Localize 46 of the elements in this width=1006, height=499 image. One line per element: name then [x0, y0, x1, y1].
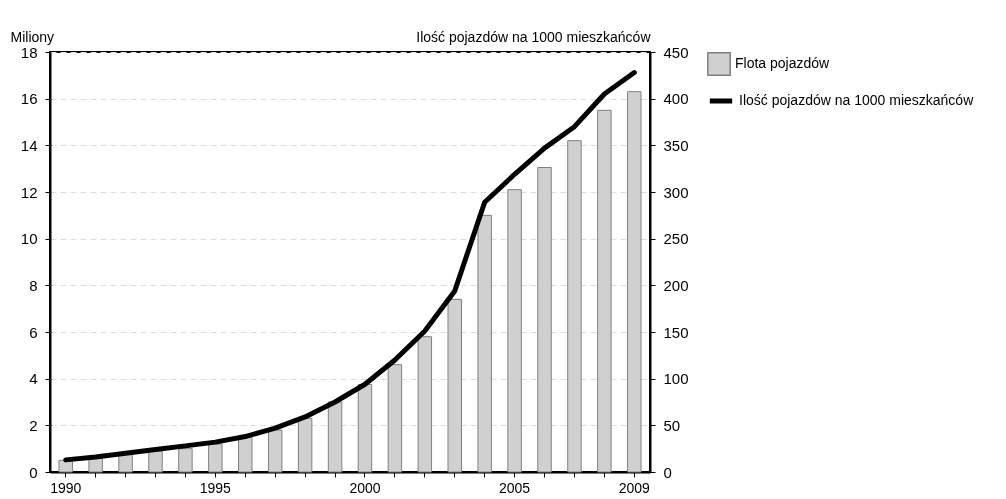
legend-label: Flota pojazdów	[735, 55, 831, 71]
y2-tick-label: 350	[663, 136, 689, 154]
bar	[238, 436, 253, 473]
bar	[178, 448, 193, 473]
y2-tick-label: 200	[663, 276, 689, 294]
y-tick-label: 14	[20, 136, 38, 154]
y-axis-title: Miliony	[10, 28, 55, 45]
legend-label: Ilość pojazdów na 1000 mieszkańców	[739, 92, 975, 108]
bar	[627, 91, 642, 473]
bar	[387, 364, 403, 473]
bar	[208, 443, 223, 473]
y2-tick-label: 150	[663, 323, 689, 341]
bar	[477, 214, 492, 473]
y-tick-label: 0	[29, 463, 38, 481]
bar	[417, 336, 433, 473]
y2-tick-label: 250	[663, 230, 689, 248]
bar	[327, 401, 343, 473]
bar	[507, 189, 522, 473]
bar	[148, 450, 163, 473]
y-tick-label: 6	[29, 323, 38, 341]
x-tick-label: 1995	[199, 479, 232, 496]
y2-tick-label: 300	[663, 183, 689, 201]
y2-tick-label: 100	[663, 370, 689, 388]
y-tick-label: 10	[20, 230, 38, 248]
y-tick-label: 16	[20, 90, 38, 108]
bar	[537, 167, 552, 473]
bar	[567, 140, 582, 473]
y-tick-label: 12	[20, 183, 38, 201]
y-tick-label: 8	[29, 276, 38, 294]
y2-axis-title: Ilość pojazdów na 1000 mieszkańców	[416, 28, 652, 45]
bar	[267, 429, 283, 473]
y2-tick-label: 450	[663, 43, 689, 61]
y-tick-label: 4	[29, 370, 38, 388]
bar	[297, 417, 313, 473]
x-tick-label: 2005	[499, 479, 531, 496]
y-tick-label: 18	[20, 43, 38, 61]
x-tick-label: 1990	[50, 479, 82, 496]
y-tick-label: 2	[29, 416, 38, 434]
x-tick-label: 2000	[349, 479, 381, 496]
y2-tick-label: 0	[663, 463, 672, 481]
bar	[447, 298, 462, 473]
y2-tick-label: 400	[663, 90, 689, 108]
y2-tick-label: 50	[663, 416, 681, 434]
bar	[597, 109, 612, 473]
x-tick-label: 2009	[618, 479, 651, 496]
bar	[357, 384, 373, 473]
